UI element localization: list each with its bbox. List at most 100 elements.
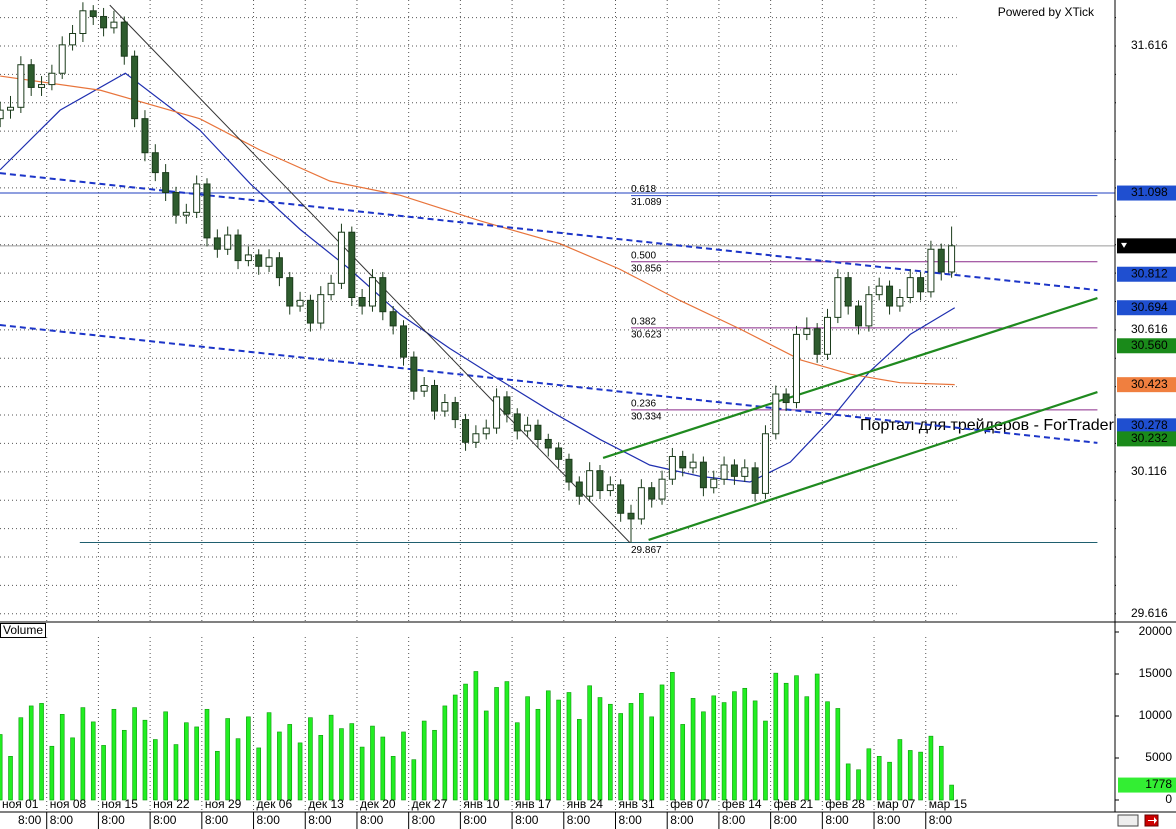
candle-body (617, 484, 625, 514)
volume-bar (411, 759, 417, 801)
volume-bar (0, 734, 3, 801)
candle-body (917, 277, 925, 293)
candle-body (0, 109, 4, 120)
candle-body (679, 455, 687, 469)
candle-body (586, 470, 594, 497)
candle-body (792, 333, 800, 404)
candle-body (575, 481, 583, 497)
x-sublabel: 8:00 (308, 813, 332, 827)
volume-bar (266, 712, 272, 801)
x-tick-label: ноя 15 (101, 797, 138, 811)
volume-bar (473, 671, 479, 801)
volume-bar (504, 681, 510, 801)
x-tick-label: ноя 22 (153, 797, 190, 811)
candle-body (162, 172, 170, 193)
price-tag (1117, 300, 1176, 316)
x-tick-label: дек 20 (360, 797, 396, 811)
volume-tick-label: 20000 (1139, 624, 1173, 638)
volume-bar (711, 695, 717, 801)
volume-tag-label: 1778 (1145, 777, 1172, 791)
x-tick-label: янв 24 (567, 797, 604, 811)
price-tag (1117, 377, 1176, 393)
moving-average (0, 75, 955, 386)
x-sublabel: 8:00 (463, 813, 487, 827)
candle-body (131, 55, 139, 120)
volume-tick-label: 15000 (1139, 666, 1173, 680)
x-sublabel: 8:00 (618, 813, 642, 827)
volume-bar (152, 739, 158, 801)
x-sublabel: 8:00 (18, 813, 42, 827)
volume-bar (928, 735, 934, 801)
candle-body (337, 231, 345, 284)
candle-body (69, 32, 77, 46)
volume-bar (949, 784, 954, 801)
price-tag-label: 30.423 (1131, 377, 1168, 391)
volume-bar (794, 675, 799, 801)
volume-bar (608, 703, 613, 801)
volume-bar (773, 672, 779, 801)
volume-bar (545, 690, 551, 801)
candle-body (275, 257, 283, 279)
candle-body (761, 433, 769, 494)
candle-body (58, 44, 66, 74)
y-tick-label: 30.616 (1131, 322, 1168, 336)
fib-price: 30.623 (631, 330, 662, 341)
volume-bar (494, 687, 499, 801)
volume-bar (194, 726, 199, 801)
volume-bar (173, 744, 179, 801)
volume-bar (856, 769, 861, 801)
watermark: Портал для трейдеров - ForTrader (860, 417, 1115, 434)
volume-label-box (0, 623, 46, 638)
candle-body (317, 294, 325, 324)
low-label: 29.867 (631, 545, 662, 556)
volume-bar (8, 756, 13, 801)
volume-bar (835, 708, 841, 801)
y-tick-label: 30.116 (1131, 464, 1167, 478)
volume-tick-label: 0 (1165, 792, 1172, 806)
volume-bar (184, 722, 189, 801)
volume-bar (566, 692, 572, 801)
x-sublabel: 8:00 (515, 813, 539, 827)
volume-bar (359, 746, 365, 801)
candle-body (855, 305, 863, 327)
volume-bar (783, 682, 789, 801)
price-tag (1117, 431, 1176, 447)
x-sublabel: 8:00 (567, 813, 591, 827)
candle-body (348, 231, 356, 299)
volume-bar (876, 756, 882, 801)
volume-bar (670, 672, 675, 801)
candle-body (79, 10, 87, 34)
trend-line (602, 297, 1098, 459)
candle-body (803, 328, 811, 335)
price-tag-label: 30.560 (1131, 338, 1168, 352)
candle-body (896, 297, 904, 307)
candle-body (431, 385, 439, 412)
volume-bar (483, 710, 489, 801)
candle-body (555, 447, 563, 460)
candle-body (368, 277, 376, 307)
candle-body (420, 385, 428, 392)
volume-bar (845, 763, 851, 801)
candle-body (689, 461, 697, 469)
volume-bar (866, 748, 872, 801)
x-tick-label: дек 06 (257, 797, 293, 811)
volume-bar (59, 714, 65, 801)
candle-body (17, 64, 25, 108)
volume-tag (1118, 777, 1176, 793)
volume-bar (121, 729, 127, 801)
candle-body (151, 152, 159, 174)
volume-bar (763, 720, 768, 801)
candle-body (441, 402, 449, 412)
y-tick-label: 29.616 (1131, 606, 1168, 620)
fib-price: 30.856 (631, 263, 662, 274)
volume-bar (442, 705, 448, 801)
x-tick-label: фев 14 (722, 797, 762, 811)
candle-body (544, 438, 552, 449)
candle-body (462, 419, 470, 443)
volume-bar (897, 739, 903, 801)
fib-price: 30.334 (631, 412, 662, 423)
volume-tick-label: 10000 (1139, 708, 1173, 722)
volume-bar (649, 716, 654, 801)
x-sublabel: 8:00 (929, 813, 953, 827)
candle-body (513, 413, 521, 432)
